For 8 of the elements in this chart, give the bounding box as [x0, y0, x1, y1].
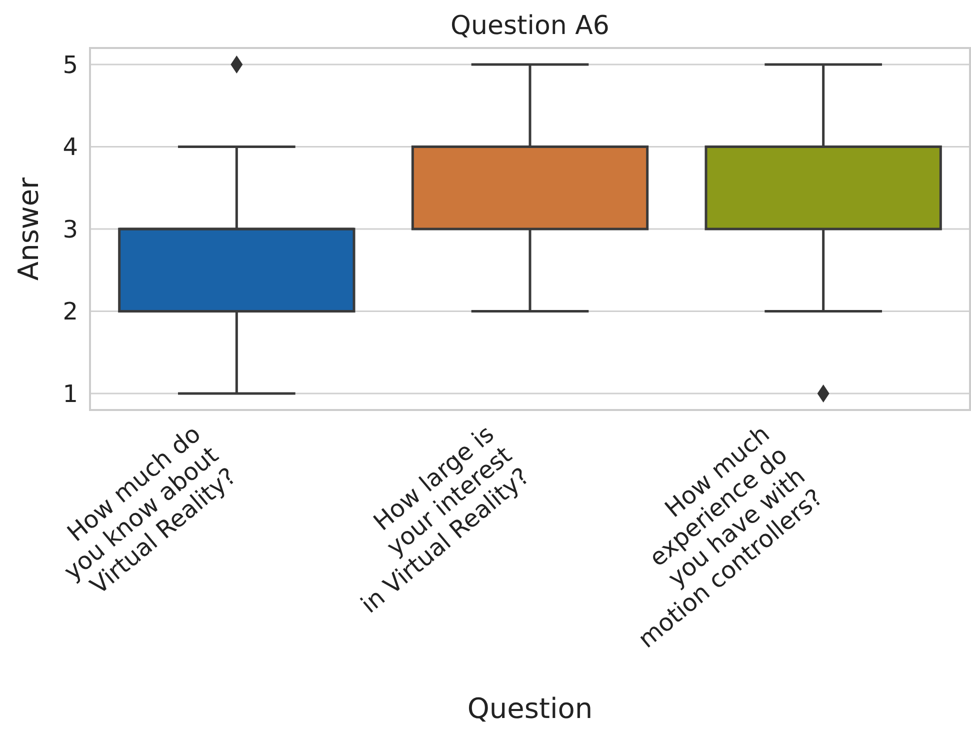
y-tick-label: 3: [62, 215, 78, 244]
y-tick-label: 2: [62, 298, 78, 326]
y-axis-title: Answer: [12, 176, 45, 281]
y-tick-label: 1: [62, 380, 78, 408]
chart-title: Question A6: [450, 11, 610, 41]
y-tick-label: 4: [62, 133, 78, 162]
x-axis-title: Question: [467, 692, 593, 725]
y-tick-label: 5: [62, 50, 78, 79]
